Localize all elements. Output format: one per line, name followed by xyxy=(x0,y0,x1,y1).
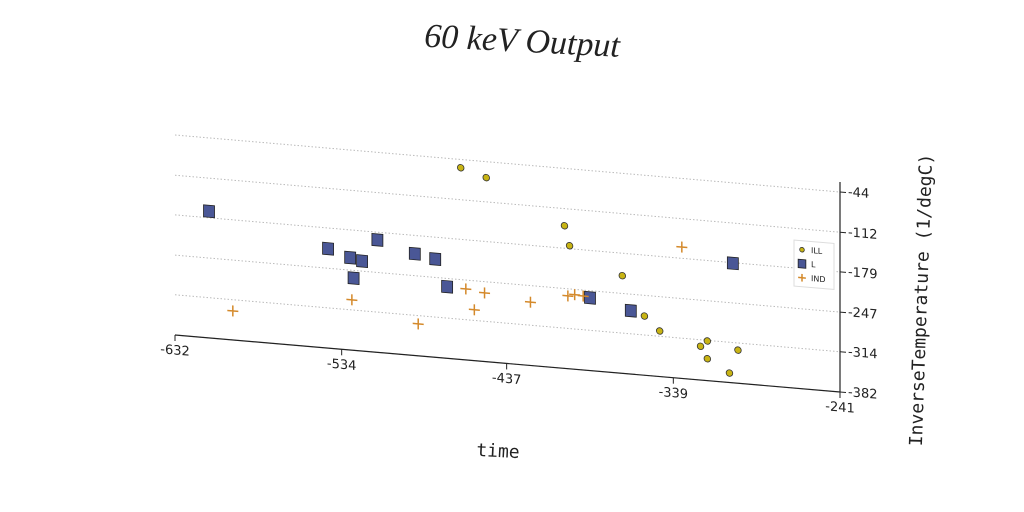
x-tick-label: -632 xyxy=(160,342,189,360)
point xyxy=(460,283,472,295)
y-tick-label: -382 xyxy=(848,385,877,403)
x-tick-label: -339 xyxy=(659,385,688,403)
grid-line xyxy=(175,174,840,233)
point xyxy=(560,222,569,230)
grid-line xyxy=(175,294,840,353)
y-tick-label: -314 xyxy=(848,345,877,363)
point xyxy=(726,256,739,271)
point xyxy=(703,337,712,345)
y-tick xyxy=(840,351,846,353)
legend-marker xyxy=(797,258,807,269)
point xyxy=(676,241,688,253)
legend-frame xyxy=(793,239,835,291)
point xyxy=(412,318,424,330)
point xyxy=(346,294,358,306)
point xyxy=(468,304,480,316)
point xyxy=(569,289,581,301)
legend-marker xyxy=(798,273,806,282)
point xyxy=(703,355,712,363)
legend-label: ILL xyxy=(811,246,823,256)
legend: ILL L IND xyxy=(793,239,835,291)
point xyxy=(656,327,664,335)
x-axis xyxy=(175,334,840,393)
y-tick xyxy=(840,391,846,394)
y-tick-label: -44 xyxy=(848,185,869,202)
x-tick-label: -534 xyxy=(327,357,356,375)
point xyxy=(577,290,589,302)
point xyxy=(371,233,384,247)
y-axis-label: InverseTemperature (1/degC) xyxy=(906,153,937,446)
x-tick-label: -241 xyxy=(825,399,854,417)
point xyxy=(203,204,215,219)
point xyxy=(640,312,649,320)
x-axis-label: time xyxy=(476,440,520,463)
point xyxy=(734,346,742,354)
legend-marker xyxy=(799,247,805,253)
y-tick-label: -112 xyxy=(848,225,877,243)
point xyxy=(562,290,574,302)
grid-line xyxy=(175,254,840,313)
point xyxy=(227,305,239,317)
grid-line xyxy=(175,214,840,273)
point xyxy=(344,250,357,265)
plot-area: -44 -112 -179 -247 -314 -382 -632 -534 -437 -339 -… xyxy=(160,134,877,417)
point xyxy=(624,303,637,318)
point xyxy=(696,342,705,351)
point xyxy=(565,242,574,250)
grid-line xyxy=(175,134,840,193)
point xyxy=(408,246,421,261)
y-tick-label: -179 xyxy=(848,265,877,283)
point xyxy=(524,296,536,308)
point xyxy=(347,271,360,286)
point xyxy=(725,369,734,377)
point xyxy=(618,271,627,280)
point xyxy=(429,252,442,266)
point xyxy=(356,254,368,268)
x-tick-label: -437 xyxy=(492,371,521,389)
y-tick xyxy=(840,271,846,273)
y-tick xyxy=(840,311,846,314)
y-tick xyxy=(840,191,846,194)
legend-label: L xyxy=(811,260,816,269)
point xyxy=(482,173,490,182)
chart-title: 60 keV Output xyxy=(423,18,622,65)
point xyxy=(457,164,465,172)
point xyxy=(322,241,334,256)
y-tick xyxy=(840,231,846,234)
point xyxy=(479,287,491,299)
y-tick-label: -247 xyxy=(848,305,877,323)
point xyxy=(584,290,596,305)
legend-label: IND xyxy=(811,274,825,284)
point xyxy=(441,279,454,294)
